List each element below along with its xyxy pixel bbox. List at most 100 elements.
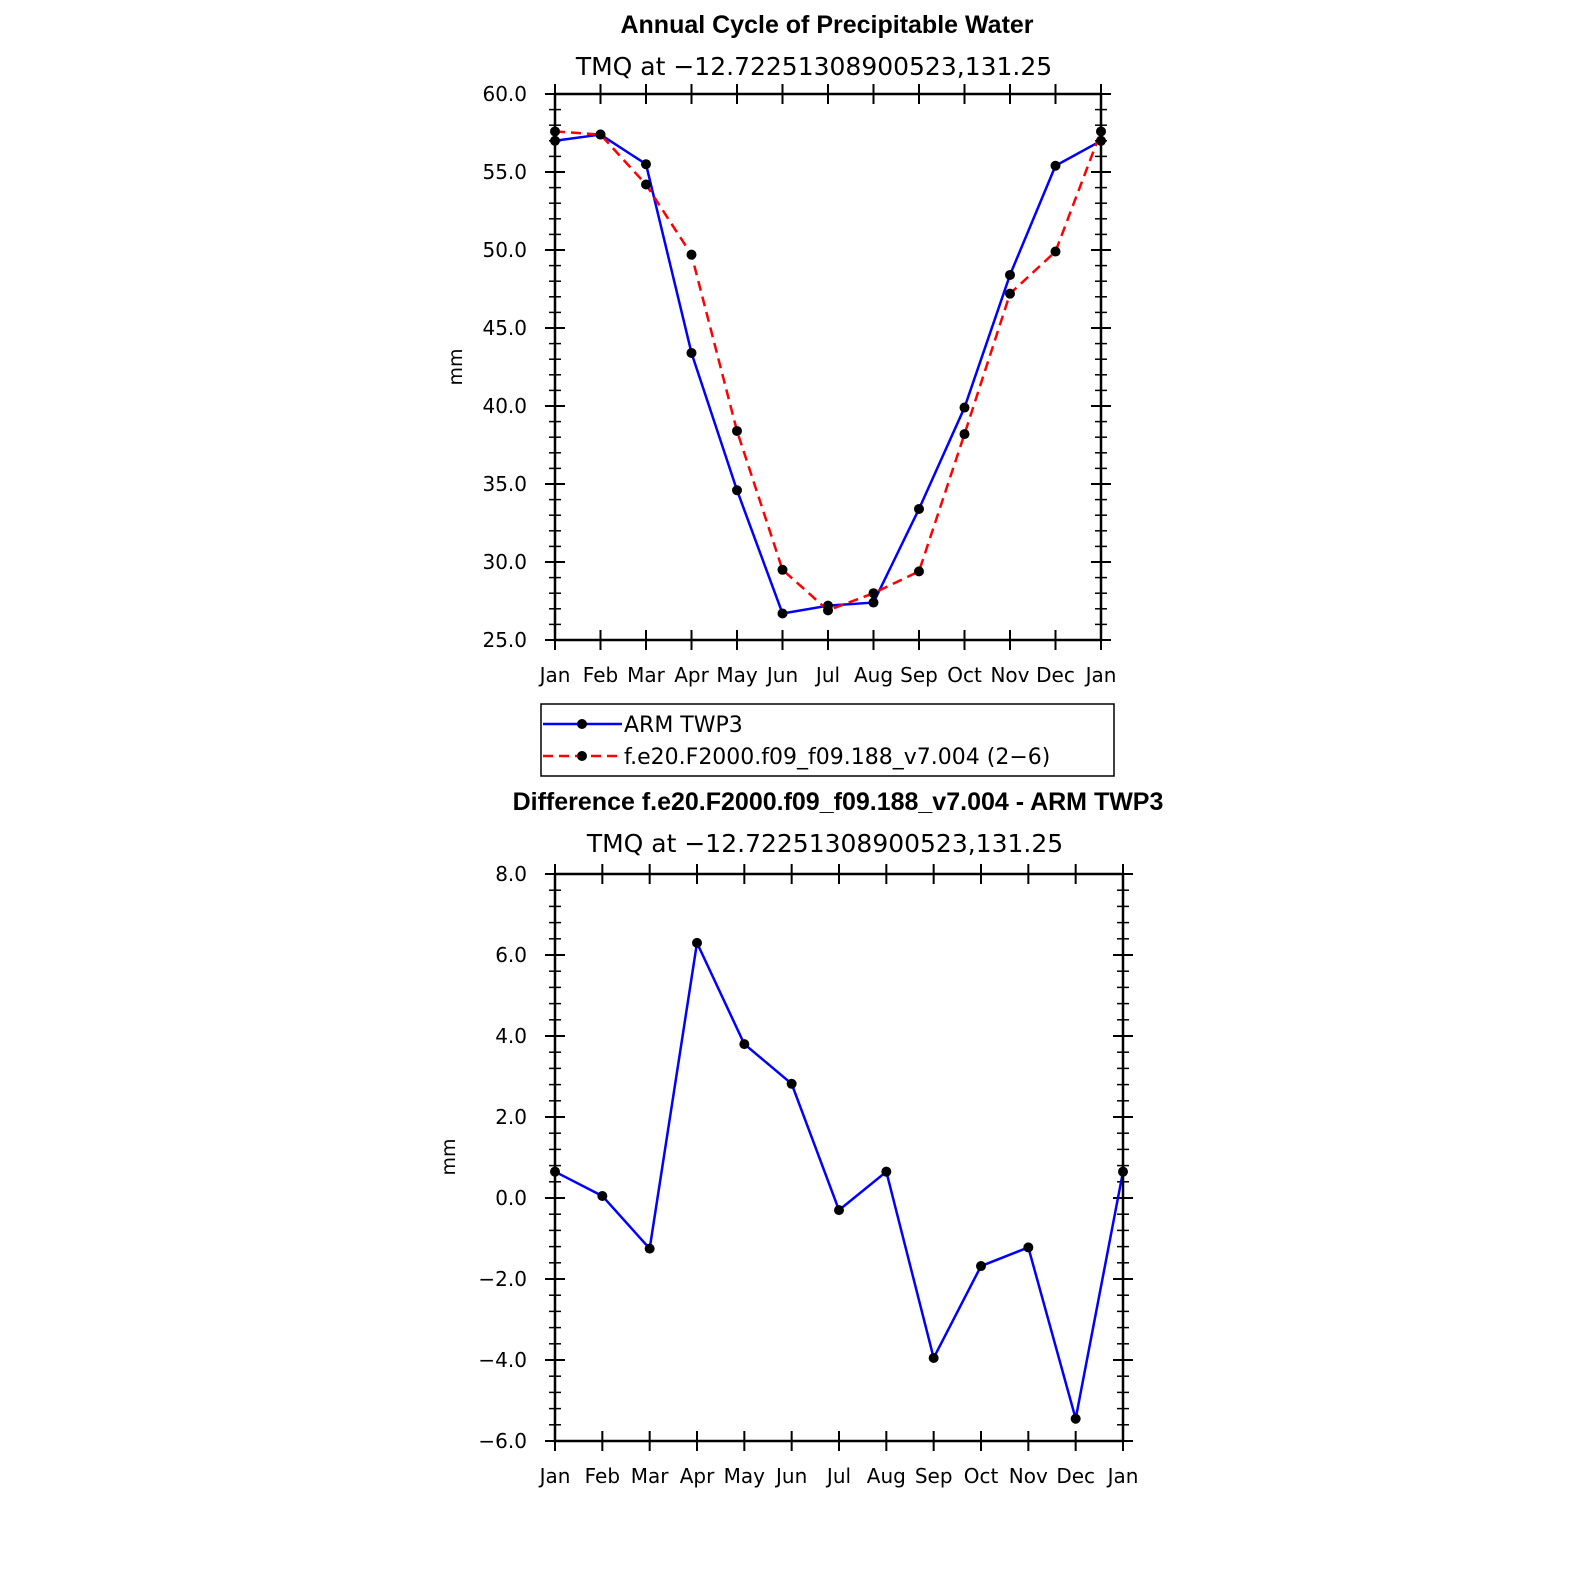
y-tick-label: 25.0: [482, 628, 527, 652]
data-point: [786, 1078, 797, 1089]
x-tick-label: Apr: [680, 1464, 715, 1488]
x-tick-labels: Jan Feb Mar Apr May Jun Jul Aug Sep Oct Nov Dec Jan: [538, 1464, 1139, 1488]
data-point: [692, 937, 702, 948]
legend-box: [540, 703, 1115, 777]
x-tick-label: May: [724, 1464, 766, 1488]
data-point: [868, 588, 879, 599]
y-tick-labels: −6.0 −4.0 −2.0 0.0 2.0 4.0 6.0 8.0: [478, 862, 527, 1453]
x-tick-label: Jun: [765, 663, 798, 687]
x-tick-label: Feb: [583, 663, 618, 687]
data-point: [1005, 269, 1015, 280]
data-point: [686, 249, 697, 260]
x-tick-label: May: [716, 663, 758, 687]
chart-title: Difference f.e20.F2000.f09_f09.188_v7.00…: [513, 788, 1164, 816]
data-point: [914, 566, 924, 577]
series-layer: [550, 126, 1106, 619]
x-tick-label: Jan: [1084, 663, 1117, 687]
x-tick-label: Aug: [867, 1464, 906, 1488]
data-point: [641, 159, 651, 170]
data-point: [597, 1190, 608, 1201]
y-tick-label: 35.0: [482, 472, 527, 496]
x-tick-label: Jan: [538, 1464, 571, 1488]
data-point: [732, 425, 742, 436]
data-point: [928, 1352, 939, 1363]
chart-subtitle: TMQ at −12.72251308900523,131.25: [586, 829, 1063, 858]
legend-entry-model: f.e20.F2000.f09_f09.188_v7.004 (2−6): [543, 745, 1050, 770]
x-tick-label: Sep: [915, 1464, 953, 1488]
data-point: [686, 347, 697, 358]
y-tick-label: 40.0: [482, 394, 527, 418]
data-point: [959, 429, 970, 440]
x-tick-label: Nov: [990, 663, 1029, 687]
series-line: [554, 130, 1103, 612]
data-point: [732, 485, 742, 496]
legend-label: f.e20.F2000.f09_f09.188_v7.004 (2−6): [624, 745, 1050, 770]
chart-title: Annual Cycle of Precipitable Water: [620, 11, 1033, 39]
data-point: [1070, 1413, 1081, 1424]
y-tick-label: 6.0: [495, 943, 527, 967]
legend-label: ARM TWP3: [624, 713, 743, 738]
tick-marks: [545, 84, 1111, 650]
data-point: [881, 1166, 892, 1177]
data-point: [777, 608, 788, 619]
data-point: [739, 1039, 750, 1050]
x-tick-label: Aug: [854, 663, 893, 687]
y-axis-label: mm: [438, 1138, 460, 1175]
y-tick-label: 30.0: [482, 550, 527, 574]
legend-swatch-marker: [577, 719, 587, 729]
x-tick-label: Oct: [947, 663, 982, 687]
legend-swatch-marker: [577, 751, 587, 761]
x-tick-label: Jan: [1106, 1464, 1139, 1488]
data-point: [976, 1261, 986, 1272]
y-tick-label: 60.0: [482, 82, 527, 106]
x-tick-label: Jun: [774, 1464, 807, 1488]
y-tick-label: −2.0: [478, 1267, 527, 1291]
data-point: [641, 179, 651, 190]
data-point: [644, 1243, 655, 1254]
x-tick-label: Jan: [538, 663, 571, 687]
x-tick-label: Sep: [900, 663, 938, 687]
data-point: [595, 129, 606, 140]
y-tick-label: 0.0: [495, 1186, 527, 1210]
data-point: [1005, 288, 1015, 299]
x-tick-label: Dec: [1056, 1464, 1095, 1488]
x-tick-label: Jul: [825, 1464, 851, 1488]
y-tick-label: −4.0: [478, 1348, 527, 1372]
x-tick-label: Oct: [964, 1464, 999, 1488]
difference-chart: Difference f.e20.F2000.f09_f09.188_v7.00…: [438, 788, 1163, 1488]
y-tick-label: 55.0: [482, 160, 527, 184]
series-line: [554, 941, 1125, 1420]
y-tick-label: 8.0: [495, 862, 527, 886]
y-tick-label: 4.0: [495, 1024, 527, 1048]
legend-entry-arm-twp3: ARM TWP3: [543, 713, 743, 738]
x-tick-label: Dec: [1036, 663, 1075, 687]
plot-frame: [553, 92, 1103, 642]
data-point: [777, 564, 788, 575]
x-tick-label: Mar: [627, 663, 666, 687]
x-tick-label: Apr: [674, 663, 709, 687]
x-tick-label: Mar: [631, 1464, 670, 1488]
x-tick-labels: Jan Feb Mar Apr May Jun Jul Aug Sep Oct Nov Dec Jan: [538, 663, 1117, 687]
data-point: [959, 402, 970, 413]
x-tick-label: Nov: [1009, 1464, 1048, 1488]
chart-subtitle: TMQ at −12.72251308900523,131.25: [575, 52, 1052, 81]
y-axis-label: mm: [445, 348, 467, 385]
data-point: [1050, 246, 1061, 257]
series-line: [554, 133, 1102, 615]
y-tick-labels: 25.0 30.0 35.0 40.0 45.0 50.0 55.0 60.0: [482, 82, 527, 652]
data-point: [1023, 1242, 1034, 1253]
x-tick-label: Feb: [585, 1464, 620, 1488]
data-point: [914, 503, 924, 514]
y-tick-label: 45.0: [482, 316, 527, 340]
legend: ARM TWP3 f.e20.F2000.f09_f09.188_v7.004 …: [540, 703, 1115, 777]
x-tick-label: Jul: [814, 663, 840, 687]
y-tick-label: −6.0: [478, 1429, 527, 1453]
tick-marks: [545, 864, 1133, 1451]
data-point: [1050, 160, 1061, 171]
y-tick-label: 50.0: [482, 238, 527, 262]
data-point: [823, 605, 833, 616]
data-point: [834, 1205, 844, 1216]
series-layer: [550, 937, 1128, 1424]
annual-cycle-chart: Annual Cycle of Precipitable Water TMQ a…: [445, 11, 1117, 777]
